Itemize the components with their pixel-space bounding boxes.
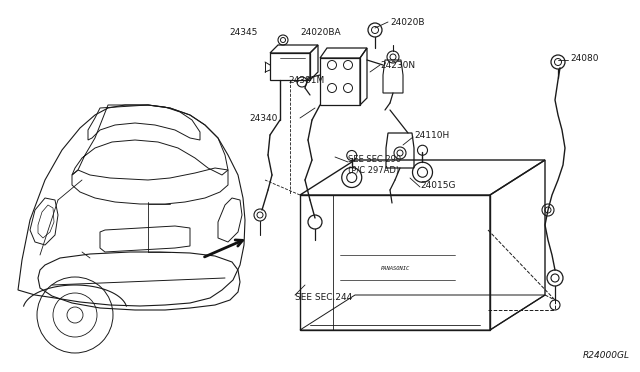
Text: SEE SEC.244: SEE SEC.244 — [295, 294, 352, 302]
Text: PANASONIC: PANASONIC — [380, 266, 410, 270]
Text: 24230N: 24230N — [380, 61, 415, 70]
Text: SEE SEC.290
(P/C 297AD): SEE SEC.290 (P/C 297AD) — [348, 155, 401, 175]
Text: 24340: 24340 — [250, 113, 278, 122]
Text: 24020BA: 24020BA — [300, 28, 340, 36]
Text: 24110H: 24110H — [414, 131, 449, 140]
Text: 24015G: 24015G — [420, 180, 456, 189]
Text: 24020B: 24020B — [390, 17, 424, 26]
Text: 24080: 24080 — [570, 54, 598, 62]
Text: 24345: 24345 — [230, 28, 258, 36]
Text: R24000GL: R24000GL — [583, 351, 630, 360]
Text: 24381M: 24381M — [289, 76, 325, 84]
